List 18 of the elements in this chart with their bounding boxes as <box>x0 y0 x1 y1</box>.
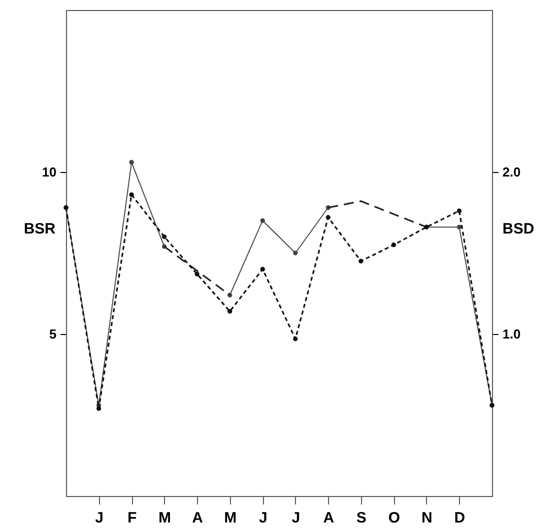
x-tick-label: O <box>388 510 400 526</box>
x-tick-label: S <box>356 510 366 526</box>
x-tick-label: J <box>292 510 300 526</box>
x-tick-label: M <box>224 510 237 526</box>
x-tick-label: A <box>323 510 334 526</box>
y-tick-label: 10 <box>42 164 56 180</box>
x-tick-label: D <box>454 510 466 526</box>
x-tick-label: J <box>95 510 104 526</box>
y-tick-label: 5 <box>49 326 56 342</box>
x-tick-label: F <box>127 510 137 526</box>
y2-axis-title: BSD <box>502 220 534 238</box>
y-axis-title: BSR <box>24 220 56 238</box>
y2-tick-label: 2.0 <box>502 164 521 180</box>
x-tick-label: M <box>158 510 172 526</box>
x-tick-label: A <box>192 510 204 526</box>
y2-tick-label: 1.0 <box>502 326 521 342</box>
x-tick-label: J <box>258 510 268 526</box>
x-tick-label: N <box>422 510 432 526</box>
